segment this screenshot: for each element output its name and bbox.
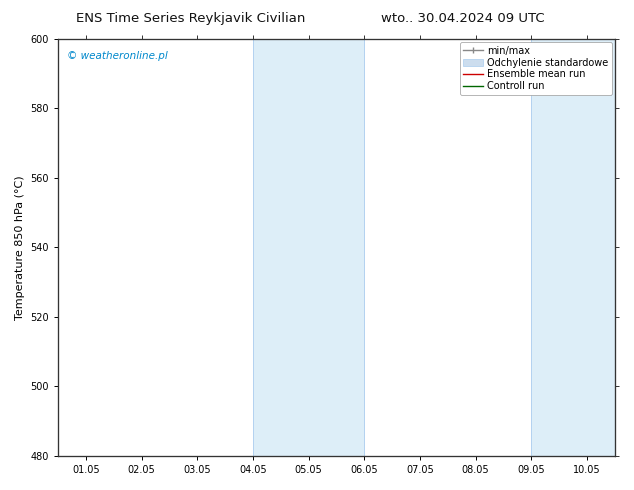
- Text: © weatheronline.pl: © weatheronline.pl: [67, 51, 167, 61]
- Bar: [253, 39, 365, 456]
- Text: ENS Time Series Reykjavik Civilian: ENS Time Series Reykjavik Civilian: [75, 12, 305, 25]
- Legend: min/max, Odchylenie standardowe, Ensemble mean run, Controll run: min/max, Odchylenie standardowe, Ensembl…: [460, 42, 612, 95]
- Bar: [531, 39, 615, 456]
- Text: wto.. 30.04.2024 09 UTC: wto.. 30.04.2024 09 UTC: [381, 12, 545, 25]
- Y-axis label: Temperature 850 hPa (°C): Temperature 850 hPa (°C): [15, 175, 25, 319]
